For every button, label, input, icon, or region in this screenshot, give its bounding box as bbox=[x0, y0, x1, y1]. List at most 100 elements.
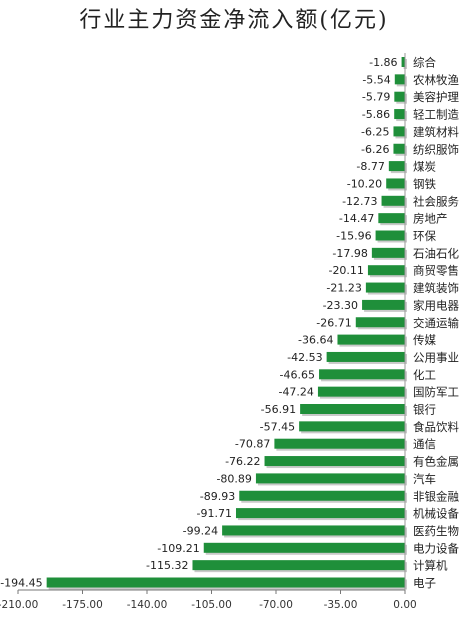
category-label: 电力设备 bbox=[413, 541, 459, 555]
bar bbox=[367, 265, 405, 276]
category-label: 电子 bbox=[413, 576, 436, 590]
category-label: 建筑材料 bbox=[413, 125, 459, 139]
data-label: -5.86 bbox=[362, 108, 390, 121]
bar bbox=[394, 74, 405, 85]
category-label: 轻工制造 bbox=[413, 108, 459, 122]
category-label: 传媒 bbox=[413, 333, 436, 347]
category-label: 石油石化 bbox=[413, 246, 459, 260]
bar bbox=[274, 438, 405, 449]
data-label: -115.32 bbox=[146, 559, 188, 572]
bar bbox=[393, 143, 405, 154]
chart-title: 行业主力资金净流入额(亿元) bbox=[79, 8, 389, 33]
data-label: -14.47 bbox=[339, 212, 374, 225]
data-label: -15.96 bbox=[336, 230, 371, 243]
category-label: 纺织服饰 bbox=[413, 142, 459, 156]
bar bbox=[394, 109, 405, 120]
category-label: 国防军工 bbox=[413, 385, 459, 399]
bar bbox=[381, 195, 405, 206]
bar bbox=[319, 369, 405, 380]
x-tick-label: 0.00 bbox=[393, 599, 416, 611]
bar bbox=[239, 490, 405, 501]
bar bbox=[337, 334, 405, 345]
x-tick-label: -210.00 bbox=[0, 599, 38, 611]
bar bbox=[362, 299, 405, 310]
x-tick-label: -105.00 bbox=[191, 599, 232, 611]
data-label: -17.98 bbox=[332, 247, 367, 260]
bar bbox=[264, 456, 405, 467]
data-label: -89.93 bbox=[200, 490, 235, 503]
x-tick-label: -140.00 bbox=[127, 599, 168, 611]
bar bbox=[401, 57, 405, 67]
bar bbox=[235, 508, 405, 519]
data-label: -42.53 bbox=[287, 351, 322, 364]
data-label: -46.65 bbox=[280, 368, 315, 381]
data-label: -12.73 bbox=[342, 195, 377, 208]
data-label: -70.87 bbox=[235, 438, 270, 451]
bar bbox=[192, 560, 405, 571]
bar bbox=[365, 282, 405, 293]
category-label: 社会服务 bbox=[413, 194, 459, 208]
bar bbox=[355, 317, 405, 328]
bar bbox=[299, 421, 405, 432]
category-label: 环保 bbox=[413, 229, 436, 243]
category-label: 食品饮料 bbox=[413, 420, 459, 434]
category-label: 综合 bbox=[413, 56, 436, 70]
data-label: -36.64 bbox=[298, 334, 333, 347]
category-label: 公用事业 bbox=[413, 350, 459, 364]
bar bbox=[203, 542, 405, 553]
data-label: -47.24 bbox=[278, 386, 313, 399]
bar bbox=[371, 247, 405, 258]
category-label: 银行 bbox=[413, 403, 436, 417]
data-label: -109.21 bbox=[157, 542, 199, 555]
data-label: -91.71 bbox=[197, 507, 232, 520]
category-label: 有色金属 bbox=[413, 455, 459, 469]
x-tick-label: -175.00 bbox=[62, 599, 103, 611]
category-label: 化工 bbox=[413, 368, 436, 382]
bar bbox=[326, 351, 405, 362]
category-label: 房地产 bbox=[413, 212, 448, 226]
data-label: -6.26 bbox=[361, 143, 389, 156]
category-label: 美容护理 bbox=[413, 90, 459, 104]
data-label: -99.24 bbox=[183, 524, 218, 537]
x-tick-label: -70.00 bbox=[259, 599, 293, 611]
category-label: 交通运输 bbox=[413, 316, 459, 330]
category-label: 商贸零售 bbox=[413, 264, 459, 278]
data-label: -20.11 bbox=[328, 264, 363, 277]
data-label: -56.91 bbox=[261, 403, 296, 416]
data-label: -1.86 bbox=[369, 56, 397, 69]
category-label: 农林牧渔 bbox=[413, 73, 459, 87]
data-label: -8.77 bbox=[356, 160, 384, 173]
data-label: -194.45 bbox=[0, 577, 42, 590]
bar bbox=[378, 213, 405, 224]
data-label: -10.20 bbox=[347, 177, 382, 190]
data-label: -26.71 bbox=[316, 316, 351, 329]
category-label: 煤炭 bbox=[413, 160, 436, 174]
bar bbox=[394, 91, 405, 102]
data-label: -21.23 bbox=[326, 282, 361, 295]
bar bbox=[388, 161, 405, 172]
data-label: -23.30 bbox=[323, 299, 358, 312]
data-label: -57.45 bbox=[260, 420, 295, 433]
category-label: 机械设备 bbox=[413, 507, 459, 521]
category-label: 计算机 bbox=[413, 559, 448, 573]
bar bbox=[222, 525, 405, 536]
data-label: -5.54 bbox=[362, 73, 390, 86]
category-label: 汽车 bbox=[413, 472, 436, 486]
data-label: -76.22 bbox=[225, 455, 260, 468]
category-label: 非银金融 bbox=[413, 489, 459, 503]
category-label: 家用电器 bbox=[413, 298, 459, 312]
data-label: -5.79 bbox=[362, 91, 390, 104]
bar bbox=[386, 178, 405, 189]
bar bbox=[255, 473, 405, 484]
category-label: 通信 bbox=[413, 437, 436, 451]
bar bbox=[317, 386, 405, 397]
category-label: 建筑装饰 bbox=[413, 281, 459, 295]
x-tick-label: -35.00 bbox=[324, 599, 358, 611]
bar bbox=[375, 230, 405, 241]
bar bbox=[393, 126, 405, 137]
bar bbox=[46, 577, 405, 588]
data-label: -6.25 bbox=[361, 125, 389, 138]
category-label: 钢铁 bbox=[413, 177, 436, 191]
